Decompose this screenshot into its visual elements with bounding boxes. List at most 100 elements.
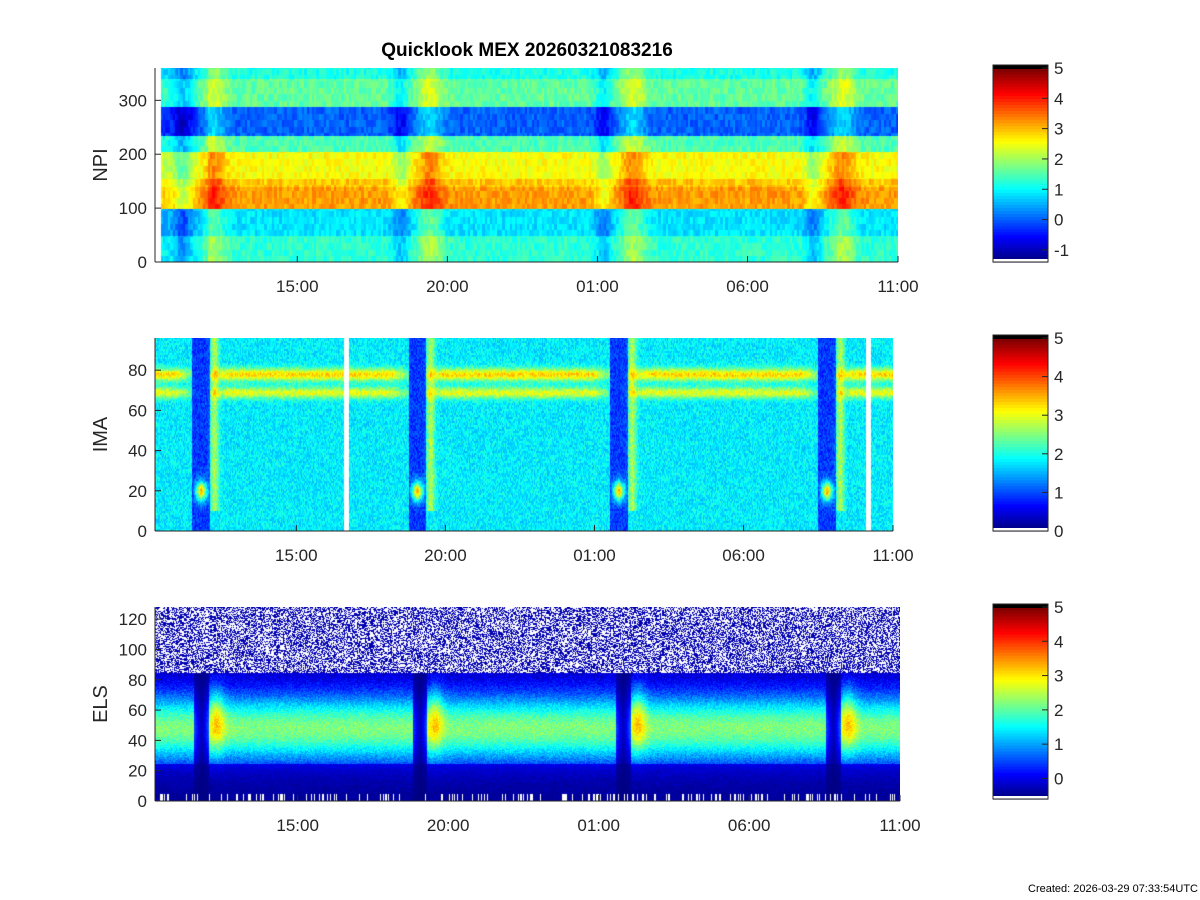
colorbar-swatch [993,186,1048,190]
colorbar-tick-label: 0 [1054,522,1063,541]
colorbar-swatch [993,404,1048,408]
colorbar-swatch [993,464,1048,469]
x-tick-label: 11:00 [879,816,920,835]
colorbar-swatch [993,204,1048,209]
x-tick-label: 01:00 [577,816,620,835]
colorbar-swatch [993,125,1048,130]
y-tick-label: 200 [119,145,147,164]
colorbar-tick-label: 4 [1054,368,1063,387]
colorbar-swatch [993,174,1048,178]
colorbar-swatch [993,476,1048,481]
colorbar-swatch [993,473,1048,478]
colorbar-swatch [993,482,1048,487]
colorbar-swatch [993,655,1048,659]
colorbar-swatch [993,793,1048,797]
colorbar-swatch [993,359,1048,363]
colorbar-swatch [993,231,1048,236]
colorbar-swatch [993,419,1048,424]
colorbar-swatch [993,68,1048,72]
y-axis-label: NPI [90,148,112,181]
colorbar-swatch [993,449,1048,454]
colorbar-swatch [993,213,1048,218]
colorbar-swatch [993,347,1048,351]
colorbar-swatch [993,685,1048,689]
colorbar-swatch [993,440,1048,445]
colorbar-swatch [993,216,1048,221]
colorbar-swatch [993,706,1048,710]
colorbar-swatch [993,488,1048,493]
colorbar-swatch [993,682,1048,686]
colorbar-swatch [993,694,1048,698]
colorbar-swatch [993,619,1048,623]
y-tick-label: 120 [119,610,147,629]
colorbar-swatch [993,228,1048,233]
colorbar-swatch [993,362,1048,366]
colorbar-swatch [993,252,1048,257]
colorbar-swatch [993,74,1048,78]
colorbar-swatch [993,113,1048,118]
colorbar-swatch [993,643,1048,647]
colorbar-tick-label: 3 [1054,406,1063,425]
colorbar-swatch [993,742,1048,746]
colorbar-swatch [993,246,1048,251]
colorbar-swatch [993,71,1048,75]
colorbar-swatch [993,207,1048,212]
x-tick-label: 20:00 [424,546,467,565]
colorbar-swatch [993,649,1048,653]
colorbar-swatch [993,380,1048,384]
x-tick-label: 20:00 [426,277,469,296]
colorbar-swatch [993,365,1048,369]
colorbar-swatch [993,763,1048,767]
colorbar-swatch [993,766,1048,770]
colorbar-swatch [993,688,1048,692]
colorbar-swatch [993,86,1048,90]
colorbar-tick-label: -1 [1054,241,1069,260]
colorbar-tick-label: 1 [1054,483,1063,502]
colorbar-tick-label: 2 [1054,701,1063,720]
colorbar-swatch [993,386,1048,390]
colorbar-swatch [993,461,1048,466]
colorbar-swatch [993,422,1048,427]
colorbar-swatch [993,679,1048,683]
colorbar-swatch [993,745,1048,749]
colorbar-top-cap [993,65,1048,69]
colorbar-tick-label: 4 [1054,89,1063,108]
colorbar-swatch [993,137,1048,142]
colorbar-swatch [993,243,1048,248]
colorbar-frame [992,603,1049,800]
x-tick-label: 20:00 [427,816,470,835]
colorbar-swatch [993,661,1048,665]
x-tick-label: 11:00 [877,277,918,296]
colorbar-swatch [993,637,1048,641]
colorbar-swatch [993,781,1048,785]
colorbar-swatch [993,180,1048,184]
colorbar-swatch [993,189,1048,193]
colorbar-swatch [993,437,1048,442]
colorbar-swatch [993,616,1048,620]
colorbar-els: 0 1 2 3 4 5 [992,598,1063,800]
colorbar-swatch [993,89,1048,93]
colorbar-tick-label: 5 [1054,598,1063,617]
colorbar-swatch [993,356,1048,360]
colorbar-swatch [993,515,1048,520]
y-tick-label: 40 [128,731,147,750]
colorbar-swatch [993,92,1048,96]
colorbar-swatch [993,165,1048,169]
colorbar-swatch [993,467,1048,472]
colorbar-swatch [993,344,1048,348]
colorbar-swatch [993,350,1048,354]
colorbar-swatch [993,697,1048,701]
y-tick-label: 60 [128,701,147,720]
colorbar-bottom-cap [993,796,1048,799]
colorbar-swatch [993,149,1048,154]
colorbar-swatch [993,168,1048,172]
colorbar-swatch [993,721,1048,725]
colorbar-swatch [993,787,1048,791]
colorbar-swatch [993,790,1048,794]
colorbar-swatch [993,183,1048,187]
colorbar-swatch [993,506,1048,511]
colorbar-swatch [993,497,1048,502]
x-tick-label: 15:00 [276,277,319,296]
y-tick-label: 80 [128,671,147,690]
